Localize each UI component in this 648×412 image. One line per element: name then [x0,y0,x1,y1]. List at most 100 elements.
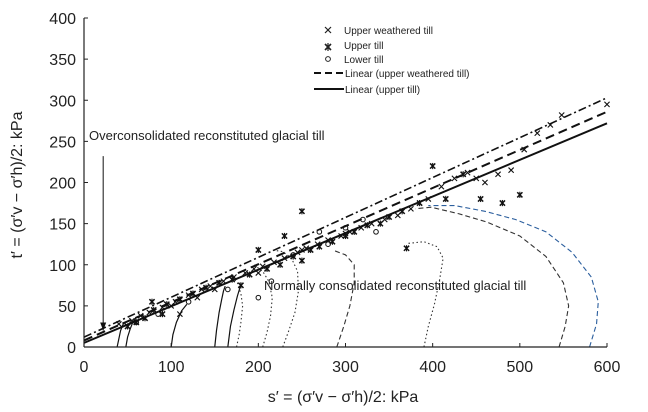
stress-path-overconsolidated [227,284,242,348]
data-point-upper-weathered-till [259,263,266,270]
data-point-upper-weathered-till [303,245,310,252]
data-point-upper-weathered-till [325,237,332,244]
data-point-upper-weathered-till [298,246,305,253]
data-point-upper-till [364,222,371,229]
data-point-upper-till [255,246,262,254]
data-point-upper-till [229,276,236,283]
x-tick-label: 300 [332,359,359,376]
data-point-upper-till [189,290,197,297]
annotation-overconsolidated: Overconsolidated reconstituted glacial t… [89,128,325,143]
plot-layer [83,97,610,348]
data-point-lower-till [185,298,192,305]
data-point-upper-weathered-till [358,224,365,231]
data-point-lower-till [268,278,275,285]
y-axis-label: t′ = (σ′v − σ′h)/2: kPa [9,111,26,258]
data-point-upper-weathered-till [604,101,610,108]
ticks-layer: 0 100 200 300 400 500 600 0 50 100 150 200 250 300 350… [49,11,620,376]
legend-label-upper-weathered-till: Upper weathered till [344,26,433,37]
legend-marker-upper-weathered-till [324,26,332,34]
x-tick-label: 100 [158,359,185,376]
stress-path-normally-consolidated [231,275,244,348]
y-tick-label: 0 [67,340,76,357]
data-point-upper-weathered-till [495,171,502,178]
data-point-upper-till [460,171,467,178]
data-point-upper-till [416,199,423,207]
annotation-normally-consolidated: Normally consolidated reconstituted glac… [264,278,526,293]
x-axis-label: s′ = (σ′v − σ′h)/2: kPa [268,389,419,406]
data-point-upper-till [163,301,170,308]
data-point-upper-weathered-till [451,175,458,182]
data-point-upper-weathered-till [534,130,541,137]
data-point-upper-till [124,323,131,330]
stress-path-normally-consolidated [408,241,444,348]
data-point-upper-weathered-till [207,283,214,290]
y-tick-label: 350 [49,52,76,69]
data-point-upper-till [246,271,253,278]
data-point-upper-weathered-till [146,309,153,316]
data-point-upper-till [141,315,149,322]
trend-line [83,110,608,342]
x-tick-label: 600 [594,359,621,376]
data-point-upper-till [290,253,297,260]
data-point-lower-till [155,311,161,317]
x-tick-label: 500 [506,359,533,376]
data-point-upper-weathered-till [407,205,414,212]
data-point-upper-till [215,279,223,286]
data-point-upper-till [403,245,410,252]
data-point-lower-till [290,252,297,258]
y-tick-label: 250 [49,134,76,151]
data-point-upper-till [429,162,436,170]
x-tick-label: 400 [419,359,446,376]
y-tick-label: 100 [49,258,76,275]
data-point-upper-till [442,195,449,203]
data-point-upper-weathered-till [558,112,565,119]
x-tick-label: 0 [80,359,89,376]
data-point-lower-till [360,216,366,223]
data-point-upper-till [298,257,306,264]
stress-path-normally-consolidated [332,249,355,348]
data-point-upper-till [202,284,210,291]
axes-layer [83,18,607,348]
data-point-upper-weathered-till [473,175,480,182]
annotation-arrow-head [100,322,107,331]
data-point-upper-weathered-till [137,312,144,319]
data-point-upper-till [298,208,306,215]
data-point-upper-weathered-till [198,286,205,293]
stress-path-normally-consolidated [271,249,299,348]
data-point-upper-weathered-till [159,304,166,311]
data-point-upper-weathered-till [368,220,375,227]
legend-label-linear-upper-till: Linear (upper till) [345,85,420,96]
data-point-lower-till [325,241,331,247]
data-point-upper-weathered-till [176,311,183,318]
legend-marker-lower-till [325,56,331,62]
data-point-upper-weathered-till [242,269,249,276]
data-point-upper-weathered-till [281,255,288,262]
data-point-upper-till [477,195,484,203]
stress-path-normally-consolidated [428,204,599,348]
data-point-lower-till [255,294,262,301]
data-point-lower-till [373,229,379,235]
x-tick-label: 200 [245,359,272,376]
data-point-upper-till [276,261,284,268]
data-point-upper-weathered-till [255,269,262,276]
data-point-upper-weathered-till [168,302,175,309]
data-point-lower-till [316,229,323,235]
data-point-upper-till [516,191,523,198]
data-point-lower-till [342,224,349,231]
y-tick-label: 50 [58,299,76,316]
y-tick-label: 200 [49,176,76,193]
data-point-upper-weathered-till [481,179,488,186]
y-tick-label: 400 [49,11,76,28]
data-point-upper-till [399,208,406,215]
data-point-upper-till [148,298,156,305]
data-point-upper-weathered-till [464,169,471,176]
y-tick-label: 150 [49,217,76,234]
data-point-upper-weathered-till [508,167,515,174]
data-point-upper-weathered-till [185,292,192,299]
legend: Upper weathered till Upper till Lower ti… [314,26,470,96]
data-point-upper-weathered-till [220,278,227,285]
legend-label-linear-upper-weathered-till: Linear (upper weathered till) [345,69,470,80]
legend-marker-upper-till [324,43,332,51]
data-point-lower-till [133,319,140,326]
